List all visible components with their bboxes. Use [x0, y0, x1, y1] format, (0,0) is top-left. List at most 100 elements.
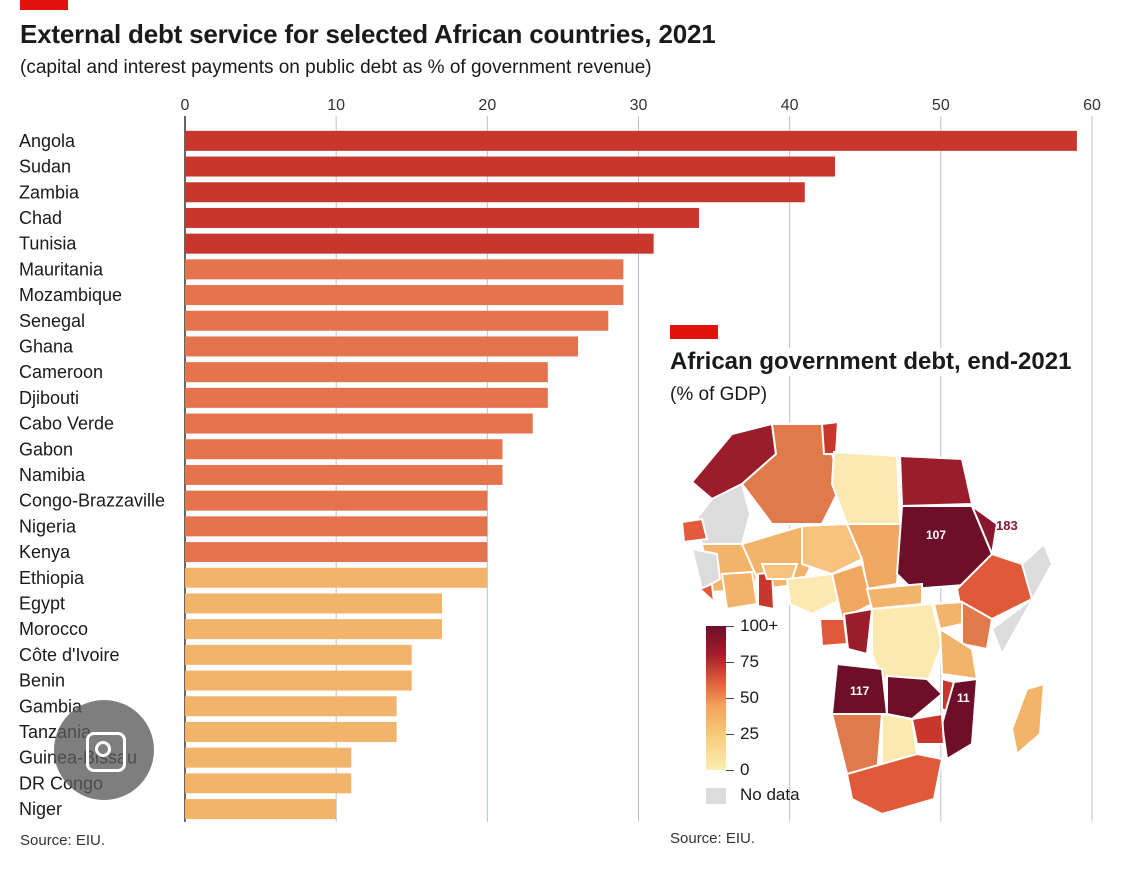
- bar: [185, 799, 337, 820]
- map-label-mozambique: 11: [957, 691, 970, 705]
- x-tick-label: 30: [630, 97, 648, 114]
- category-label: Angola: [19, 131, 76, 151]
- legend-label: 25: [740, 724, 759, 743]
- bar: [185, 439, 503, 460]
- x-tick-label: 40: [781, 97, 799, 114]
- map-region-niger: [801, 522, 864, 576]
- category-label: Ethiopia: [19, 568, 85, 588]
- map-region-egypt: [898, 454, 974, 508]
- bar: [185, 259, 624, 280]
- bar: [185, 464, 503, 485]
- category-label: Zambia: [19, 182, 80, 202]
- map-title: African government debt, end-2021: [670, 348, 1076, 376]
- bar: [185, 413, 533, 434]
- legend-tick: [726, 698, 734, 699]
- legend-label: 0: [740, 760, 750, 779]
- category-label: Gabon: [19, 439, 73, 459]
- legend-tick: [726, 734, 734, 735]
- map-region-congo: [842, 607, 874, 656]
- map-label-sudan: 107: [926, 528, 946, 542]
- map-region-chad: [845, 523, 904, 591]
- map-region-mozambique: [940, 677, 979, 761]
- map-label-eritrea: 183: [996, 518, 1018, 533]
- legend-label: 50: [740, 688, 759, 707]
- map-region-kenya: [961, 600, 994, 651]
- x-tick-label: 20: [478, 97, 496, 114]
- bar: [185, 747, 352, 768]
- x-tick-label: 0: [181, 97, 190, 114]
- chart-title: External debt service for selected Afric…: [20, 19, 716, 49]
- category-label: Congo-Brazzaville: [19, 491, 165, 511]
- bar: [185, 362, 548, 383]
- x-tick-label: 50: [932, 97, 950, 114]
- map-region-south-africa: [845, 752, 944, 816]
- bar: [185, 516, 488, 537]
- category-label: Niger: [19, 799, 62, 819]
- chart-source: Source: EIU.: [20, 832, 106, 849]
- category-label: Nigeria: [19, 516, 77, 536]
- legend-tick: [726, 626, 734, 627]
- map-region-cote-divoire: [720, 570, 759, 611]
- category-label: Sudan: [19, 157, 71, 177]
- category-label: Senegal: [19, 311, 85, 331]
- bar: [185, 773, 352, 794]
- map-region-sierra-leone: [698, 582, 716, 605]
- category-label: Ghana: [19, 336, 74, 356]
- bar: [185, 542, 488, 563]
- map-legend: 100+ 75 50 25 0 No data: [706, 616, 846, 810]
- map-tag: [670, 325, 718, 339]
- category-label: Cabo Verde: [19, 414, 114, 434]
- legend-label: 100+: [740, 616, 779, 635]
- map-subtitle: (% of GDP): [670, 384, 768, 405]
- map-region-senegal: [680, 517, 709, 544]
- bar: [185, 310, 609, 331]
- bar: [185, 130, 1077, 151]
- category-label: Benin: [19, 671, 65, 691]
- legend-tick: [726, 770, 734, 771]
- bar: [185, 285, 624, 306]
- map-source: Source: EIU.: [670, 830, 756, 847]
- bar: [185, 156, 836, 177]
- legend-tick: [726, 662, 734, 663]
- map-region-zambia: [886, 674, 944, 721]
- map-region-nigeria: [785, 572, 844, 616]
- brand-tag: [20, 0, 68, 10]
- category-label: Côte d'Ivoire: [19, 645, 120, 665]
- bar: [185, 207, 699, 228]
- map-region-burkina: [760, 563, 799, 580]
- category-label: Gambia: [19, 696, 83, 716]
- category-label: Kenya: [19, 542, 71, 562]
- chart-subtitle: (capital and interest payments on public…: [20, 57, 652, 78]
- category-label: Cameroon: [19, 362, 103, 382]
- map-region-uganda: [932, 600, 963, 631]
- x-tick-label: 60: [1083, 97, 1101, 114]
- bar: [185, 619, 442, 640]
- bar: [185, 336, 579, 357]
- category-label: Djibouti: [19, 388, 79, 408]
- bar: [185, 593, 442, 614]
- category-label: Namibia: [19, 465, 86, 485]
- x-tick-label: 10: [327, 97, 345, 114]
- legend-nodata-swatch: [706, 788, 726, 804]
- map-regions: [680, 420, 1054, 816]
- map-label-angola: 117: [850, 684, 870, 698]
- category-label: Mozambique: [19, 285, 122, 305]
- bar: [185, 721, 397, 742]
- lens-dot-icon: [95, 741, 111, 757]
- map-region-tunisia: [820, 420, 840, 455]
- legend-color-scale: [706, 626, 726, 770]
- africa-debt-map: 107 183 117 11: [680, 420, 1054, 816]
- category-label: Egypt: [19, 593, 65, 613]
- map-region-madagascar: [1010, 682, 1046, 756]
- bar: [185, 644, 412, 665]
- map-region-eritrea: [969, 503, 999, 558]
- bar: [185, 696, 397, 717]
- map-region-libya: [830, 450, 902, 525]
- bar: [185, 387, 548, 408]
- bar: [185, 233, 654, 254]
- bar: [185, 490, 488, 511]
- category-label: Chad: [19, 208, 62, 228]
- legend-nodata-label: No data: [740, 785, 800, 804]
- lens-icon[interactable]: [54, 700, 154, 800]
- bar: [185, 670, 412, 691]
